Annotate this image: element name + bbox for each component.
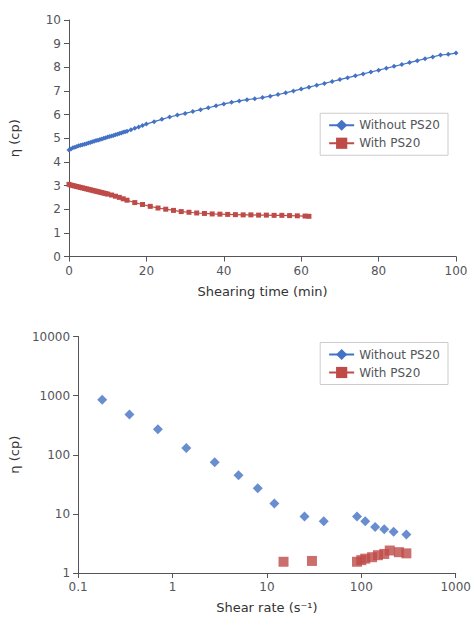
- svg-text:3: 3: [53, 179, 61, 193]
- svg-text:10: 10: [259, 580, 274, 594]
- svg-text:0: 0: [65, 264, 73, 278]
- svg-text:7: 7: [53, 84, 61, 98]
- svg-text:1000: 1000: [440, 580, 471, 594]
- svg-text:0: 0: [53, 250, 61, 264]
- svg-text:20: 20: [139, 264, 154, 278]
- svg-text:1: 1: [62, 566, 70, 580]
- svg-text:Shear rate (s⁻¹): Shear rate (s⁻¹): [216, 600, 317, 615]
- svg-text:Shearing time (min): Shearing time (min): [197, 284, 327, 299]
- svg-text:60: 60: [294, 264, 309, 278]
- svg-text:10: 10: [55, 507, 70, 521]
- svg-text:9: 9: [53, 37, 61, 51]
- svg-text:5: 5: [53, 131, 61, 145]
- svg-text:η (cp): η (cp): [7, 436, 22, 474]
- svg-text:10000: 10000: [32, 330, 70, 344]
- svg-text:100: 100: [445, 264, 468, 278]
- svg-text:1: 1: [169, 580, 177, 594]
- svg-text:10: 10: [46, 13, 61, 27]
- svg-text:80: 80: [371, 264, 386, 278]
- svg-text:1000: 1000: [40, 389, 71, 403]
- svg-text:0.1: 0.1: [69, 580, 88, 594]
- svg-text:With PS20: With PS20: [359, 136, 420, 150]
- svg-text:Without PS20: Without PS20: [359, 118, 440, 132]
- svg-text:4: 4: [53, 155, 61, 169]
- svg-text:2: 2: [53, 202, 61, 216]
- svg-text:With PS20: With PS20: [359, 366, 420, 380]
- svg-text:8: 8: [53, 60, 61, 74]
- svg-text:6: 6: [53, 108, 61, 122]
- svg-text:100: 100: [47, 448, 70, 462]
- svg-text:η (cp): η (cp): [7, 119, 22, 157]
- svg-text:100: 100: [350, 580, 373, 594]
- svg-text:1: 1: [53, 226, 61, 240]
- svg-text:40: 40: [216, 264, 231, 278]
- svg-text:Without PS20: Without PS20: [359, 348, 440, 362]
